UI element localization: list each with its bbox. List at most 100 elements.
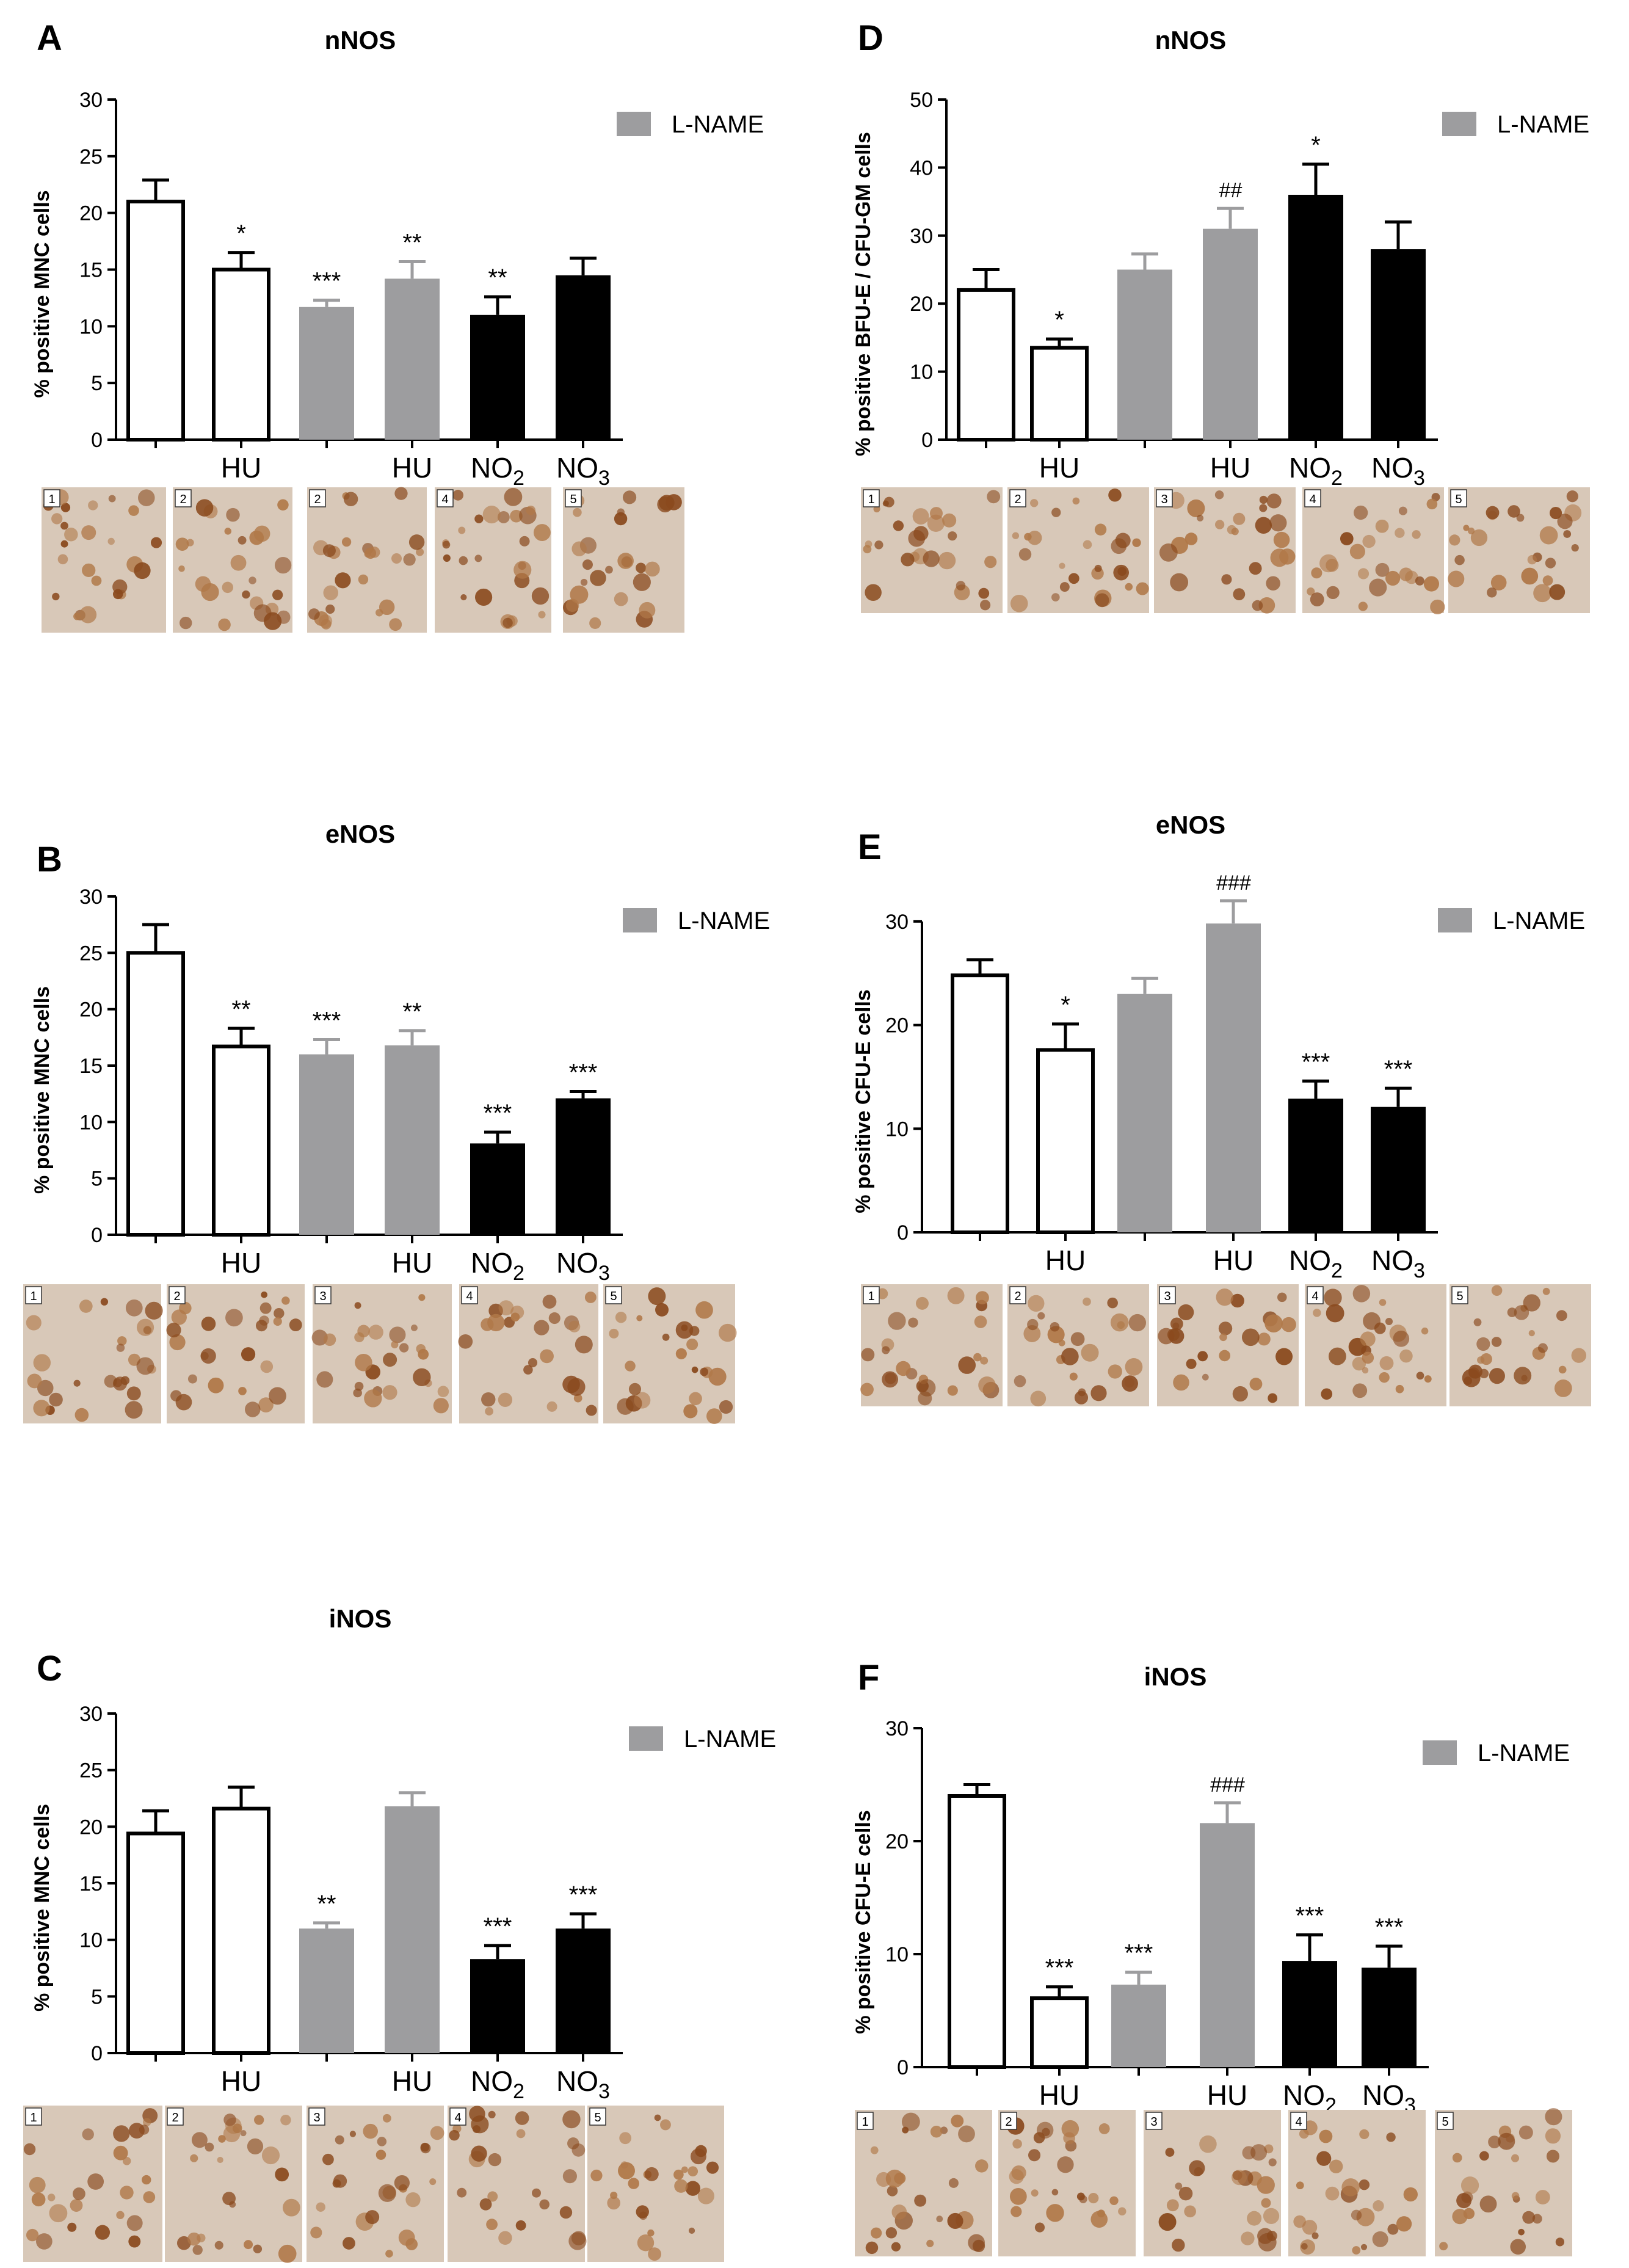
x-tick-label: HU: [221, 1247, 261, 1279]
stained-cell: [382, 2114, 391, 2123]
stained-cell: [113, 1378, 122, 1387]
x-tick-label: NO2: [471, 452, 524, 490]
stained-cell: [79, 1299, 93, 1313]
stained-cell: [628, 1383, 642, 1395]
stained-cell: [628, 2178, 639, 2189]
stained-cell: [1511, 2154, 1520, 2162]
legend-swatch: [623, 908, 657, 932]
stained-cell: [488, 2153, 502, 2167]
micrograph-background: [587, 2106, 724, 2262]
stained-cell: [175, 537, 189, 551]
stained-cell: [625, 1361, 636, 1372]
stained-cell: [1136, 582, 1149, 595]
stained-cell: [405, 2238, 418, 2250]
stained-cell: [674, 2179, 688, 2193]
stained-cell: [321, 619, 332, 630]
stained-cell: [191, 2132, 208, 2148]
stained-cell: [1259, 504, 1268, 512]
stained-cell: [1549, 506, 1562, 520]
stained-cell: [1521, 567, 1539, 585]
stained-cell: [865, 2241, 879, 2255]
micrograph: 4: [435, 487, 551, 633]
stained-cell: [88, 500, 98, 511]
stained-cell: [636, 1315, 643, 1321]
x-tick-label: NO2: [1283, 2079, 1337, 2117]
stained-cell: [73, 612, 81, 620]
stained-cell: [1468, 1364, 1482, 1379]
stained-cell: [449, 2129, 460, 2141]
stained-cell: [224, 528, 231, 535]
stained-cell: [1571, 1348, 1587, 1363]
stained-cell: [363, 2123, 378, 2139]
stained-cell: [136, 1357, 154, 1375]
stained-cell: [1083, 540, 1092, 550]
stained-cell: [420, 2142, 430, 2152]
x-tick-label: HU: [1210, 452, 1250, 484]
stained-cell: [1275, 1348, 1293, 1365]
stained-cell: [1487, 587, 1497, 598]
bar: [1371, 249, 1426, 440]
stained-cell: [973, 1353, 982, 1362]
panel-label: D: [858, 18, 883, 58]
stained-cell: [364, 1389, 382, 1408]
stained-cell: [1172, 2238, 1185, 2252]
stained-cell: [1299, 2129, 1309, 2139]
significance-label: *: [1061, 992, 1070, 1019]
stained-cell: [225, 1309, 243, 1327]
stained-cell: [688, 2227, 695, 2234]
stained-cell: [418, 1294, 426, 1301]
stained-cell: [1189, 2160, 1205, 2176]
stained-cell: [1125, 1358, 1143, 1376]
image-number-box: [1290, 2112, 1307, 2130]
stained-cell: [1539, 526, 1558, 545]
micrograph: 4: [448, 2106, 587, 2262]
stained-cell: [200, 1351, 209, 1361]
bar: [299, 307, 354, 440]
stained-cell: [325, 604, 335, 614]
stained-cell: [1359, 2179, 1370, 2190]
stained-cell: [249, 530, 264, 545]
image-number-box: [167, 2107, 184, 2126]
bar: [1200, 1823, 1255, 2067]
stained-cell: [498, 1392, 513, 1407]
stained-cell: [548, 1312, 561, 1325]
legend-swatch: [629, 1726, 663, 1751]
stained-cell: [73, 1379, 81, 1387]
stained-cell: [60, 503, 71, 512]
stained-cell: [261, 1291, 267, 1298]
stained-cell: [82, 2128, 94, 2140]
stained-cell: [883, 496, 894, 507]
stained-cell: [891, 2242, 901, 2252]
stained-cell: [546, 1401, 557, 1412]
stained-cell: [408, 534, 425, 550]
stained-cell: [254, 2115, 264, 2125]
stained-cell: [1324, 1288, 1342, 1307]
y-tick-label: 0: [91, 429, 103, 452]
image-number: 3: [319, 1290, 326, 1303]
stained-cell: [916, 1296, 929, 1310]
stained-cell: [1399, 1349, 1413, 1363]
significance-label: ***: [484, 1913, 512, 1940]
stained-cell: [1491, 1285, 1503, 1296]
stained-cell: [523, 1365, 533, 1375]
stained-cell: [1460, 2176, 1479, 2195]
stained-cell: [515, 2111, 529, 2125]
bar: [385, 1806, 440, 2053]
stained-cell: [1095, 593, 1109, 608]
stained-cell: [528, 1358, 538, 1368]
x-tick-label: NO2: [1289, 1245, 1343, 1282]
stained-cell: [1279, 548, 1296, 565]
stained-cell: [67, 2222, 77, 2232]
stained-cell: [171, 1309, 187, 1325]
stained-cell: [36, 2233, 53, 2250]
y-axis-label: % positive MNC cells: [31, 190, 54, 398]
image-number: 1: [30, 2111, 37, 2124]
image-number: 4: [454, 2111, 461, 2124]
stained-cell: [686, 1339, 698, 1351]
stained-cell: [1470, 529, 1488, 547]
stained-cell: [559, 2206, 573, 2219]
stained-cell: [437, 1386, 449, 1397]
stained-cell: [510, 509, 523, 523]
stained-cell: [865, 584, 882, 602]
